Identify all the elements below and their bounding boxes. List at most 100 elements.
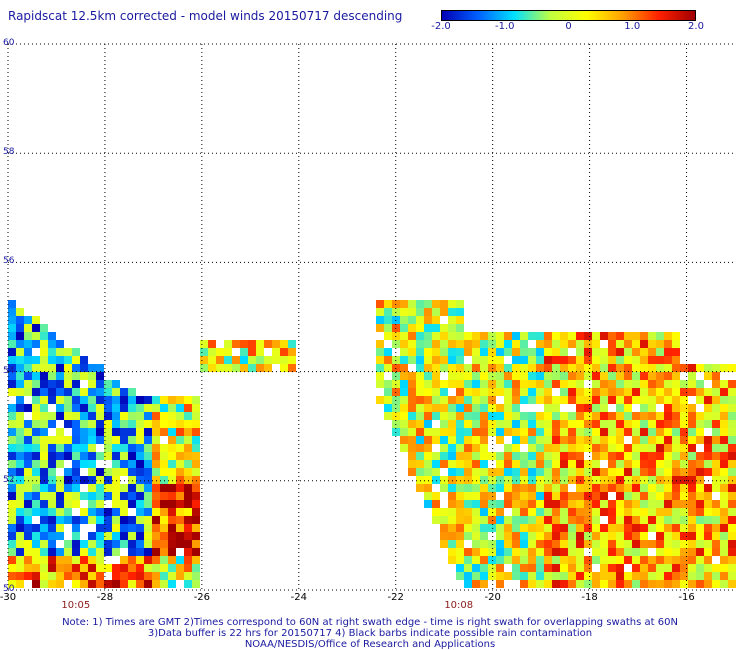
- data-cell: [24, 316, 32, 324]
- data-cell: [504, 364, 512, 372]
- data-cell: [232, 340, 240, 348]
- data-cell: [456, 460, 464, 468]
- data-cell: [440, 428, 448, 436]
- data-cell: [16, 436, 24, 444]
- data-cell: [144, 572, 152, 580]
- data-cell: [32, 372, 40, 380]
- data-cell: [128, 420, 136, 428]
- data-cell: [80, 492, 88, 500]
- data-cell: [8, 380, 16, 388]
- data-cell: [720, 412, 728, 420]
- data-cell: [664, 476, 672, 484]
- data-cell: [192, 556, 200, 564]
- data-cell: [40, 564, 48, 572]
- data-cell: [448, 516, 456, 524]
- data-cell: [632, 508, 640, 516]
- data-cell: [560, 556, 568, 564]
- data-cell: [624, 516, 632, 524]
- data-cell: [40, 476, 48, 484]
- data-cell: [160, 500, 168, 508]
- data-cell: [136, 516, 144, 524]
- data-cell: [80, 516, 88, 524]
- data-cell: [144, 460, 152, 468]
- data-cell: [584, 572, 592, 580]
- data-cell: [24, 460, 32, 468]
- data-cell: [712, 500, 720, 508]
- data-cell: [488, 468, 496, 476]
- data-cell: [592, 388, 600, 396]
- data-cell: [464, 468, 472, 476]
- data-cell: [24, 476, 32, 484]
- data-cell: [464, 420, 472, 428]
- data-cell: [168, 524, 176, 532]
- data-cell: [16, 500, 24, 508]
- data-cell: [160, 540, 168, 548]
- data-cell: [136, 460, 144, 468]
- data-cell: [496, 388, 504, 396]
- data-cell: [608, 540, 616, 548]
- data-cell: [48, 452, 56, 460]
- data-cell: [160, 404, 168, 412]
- data-cell: [88, 492, 96, 500]
- data-cell: [56, 356, 64, 364]
- data-cell: [88, 564, 96, 572]
- data-cell: [608, 436, 616, 444]
- data-cell: [480, 404, 488, 412]
- data-cell: [88, 500, 96, 508]
- data-cell: [568, 572, 576, 580]
- data-cell: [176, 412, 184, 420]
- data-cell: [424, 308, 432, 316]
- data-cell: [456, 484, 464, 492]
- data-cell: [8, 516, 16, 524]
- data-cell: [624, 548, 632, 556]
- data-cell: [632, 372, 640, 380]
- data-cell: [536, 372, 544, 380]
- data-cell: [160, 428, 168, 436]
- data-cell: [680, 540, 688, 548]
- data-cell: [592, 436, 600, 444]
- data-cell: [424, 332, 432, 340]
- data-cell: [592, 444, 600, 452]
- data-cell: [584, 540, 592, 548]
- data-cell: [40, 436, 48, 444]
- data-cell: [488, 476, 496, 484]
- data-cell: [40, 348, 48, 356]
- data-cell: [544, 468, 552, 476]
- data-cell: [672, 484, 680, 492]
- data-cell: [416, 380, 424, 388]
- data-cell: [704, 372, 712, 380]
- data-cell: [16, 372, 24, 380]
- data-cell: [488, 420, 496, 428]
- data-cell: [704, 468, 712, 476]
- data-cell: [584, 556, 592, 564]
- data-cell: [648, 340, 656, 348]
- data-cell: [512, 468, 520, 476]
- data-cell: [408, 460, 416, 468]
- latitude-tick-label: 54: [3, 365, 15, 376]
- data-cell: [40, 412, 48, 420]
- data-cell: [16, 356, 24, 364]
- data-cell: [584, 532, 592, 540]
- data-cell: [720, 580, 728, 588]
- data-cell: [416, 452, 424, 460]
- data-cell: [64, 492, 72, 500]
- data-cell: [648, 380, 656, 388]
- data-cell: [96, 492, 104, 500]
- data-cell: [464, 492, 472, 500]
- data-cell: [728, 388, 736, 396]
- data-cell: [720, 380, 728, 388]
- data-cell: [528, 364, 536, 372]
- data-cell: [128, 460, 136, 468]
- data-cell: [472, 508, 480, 516]
- data-cell: [128, 444, 136, 452]
- data-cell: [128, 428, 136, 436]
- data-cell: [528, 380, 536, 388]
- data-cell: [24, 340, 32, 348]
- data-cell: [672, 508, 680, 516]
- data-cell: [592, 484, 600, 492]
- data-cell: [480, 572, 488, 580]
- data-cell: [32, 476, 40, 484]
- data-cell: [456, 404, 464, 412]
- data-cell: [64, 516, 72, 524]
- data-cell: [64, 436, 72, 444]
